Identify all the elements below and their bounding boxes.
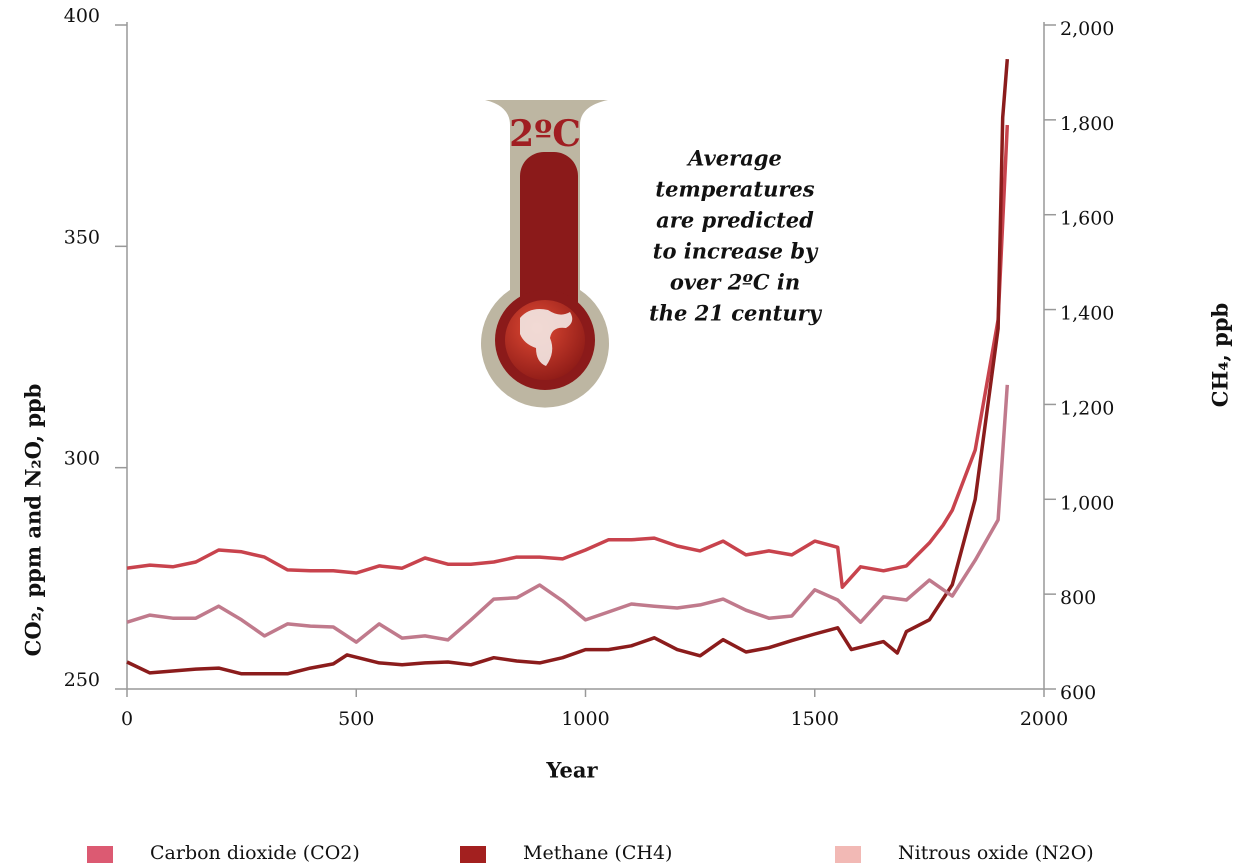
x-axis-label: Year (545, 758, 598, 783)
x-tick-label: 1000 (561, 708, 609, 730)
y-tick-label: 250 (64, 669, 100, 691)
legend-label: Nitrous oxide (N2O) (898, 842, 1094, 864)
y-tick-label: 300 (64, 448, 100, 470)
y2-tick-label: 600 (1060, 682, 1096, 704)
y-tick-label: 400 (64, 5, 100, 27)
legend-swatch (87, 846, 113, 863)
y-tick-label: 350 (64, 226, 100, 248)
x-tick-label: 1500 (791, 708, 839, 730)
y2-tick-label: 1,800 (1060, 113, 1114, 135)
x-tick-label: 2000 (1020, 708, 1068, 730)
y2-tick-label: 1,200 (1060, 397, 1114, 419)
x-tick-label: 500 (338, 708, 374, 730)
legend-label: Carbon dioxide (CO2) (150, 842, 360, 864)
annotation: over 2ºC in (670, 270, 800, 295)
page: 2ºC CO₂, ppm and N₂O, ppb CH₄, ppb Year … (0, 0, 1250, 868)
y-axis-label: CO₂, ppm and N₂O, ppb (21, 384, 46, 657)
annotation: the 21 century (649, 301, 823, 326)
x-tick-label: 0 (121, 708, 133, 730)
annotation: are predicted (656, 208, 814, 233)
legend-swatch (835, 846, 861, 863)
y2-tick-label: 2,000 (1060, 18, 1114, 40)
y2-tick-label: 1,000 (1060, 492, 1114, 514)
thermometer-label: 2ºC (509, 113, 581, 155)
thermometer: 2ºC (481, 100, 609, 408)
y2-axis-label: CH₄, ppb (1208, 303, 1233, 407)
y2-tick-label: 1,600 (1060, 208, 1114, 230)
chart: 2ºC CO₂, ppm and N₂O, ppb CH₄, ppb Year … (0, 0, 1250, 868)
annotation: to increase by (653, 239, 819, 264)
series-line (127, 385, 1007, 642)
y2-tick-label: 800 (1060, 587, 1096, 609)
legend-label: Methane (CH4) (523, 842, 672, 864)
legend-swatch (460, 846, 486, 863)
y2-tick-label: 1,400 (1060, 303, 1114, 325)
annotation: Average (686, 146, 782, 171)
annotation: temperatures (655, 177, 814, 202)
